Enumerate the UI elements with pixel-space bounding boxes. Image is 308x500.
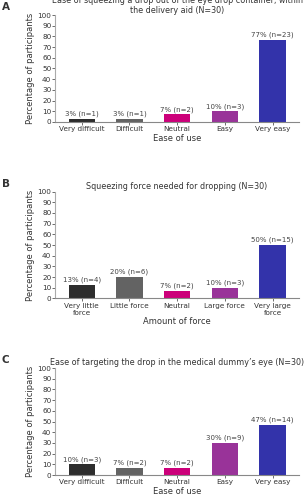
- Y-axis label: Percentage of participants: Percentage of participants: [26, 190, 34, 300]
- Text: 10% (n=3): 10% (n=3): [206, 103, 244, 110]
- Bar: [116, 119, 143, 122]
- Text: 47% (n=14): 47% (n=14): [251, 416, 294, 423]
- Bar: [164, 291, 190, 298]
- Y-axis label: Percentage of participants: Percentage of participants: [26, 13, 34, 124]
- Bar: [69, 284, 95, 298]
- Text: 30% (n=9): 30% (n=9): [206, 435, 244, 442]
- Y-axis label: Percentage of participants: Percentage of participants: [26, 366, 34, 477]
- Bar: [69, 119, 95, 122]
- Text: 3% (n=1): 3% (n=1): [65, 110, 99, 117]
- Bar: [116, 277, 143, 298]
- Bar: [116, 468, 143, 475]
- Text: 20% (n=6): 20% (n=6): [110, 269, 148, 276]
- Text: 10% (n=3): 10% (n=3): [63, 456, 101, 462]
- Text: 77% (n=23): 77% (n=23): [251, 32, 294, 38]
- Text: C: C: [2, 355, 10, 365]
- Bar: [164, 468, 190, 475]
- Bar: [212, 443, 238, 475]
- Text: 50% (n=15): 50% (n=15): [251, 237, 294, 244]
- Text: 13% (n=4): 13% (n=4): [63, 276, 101, 283]
- Text: 3% (n=1): 3% (n=1): [112, 110, 146, 117]
- Text: 7% (n=2): 7% (n=2): [113, 460, 146, 466]
- Bar: [69, 464, 95, 475]
- Bar: [259, 245, 286, 298]
- Text: A: A: [2, 2, 10, 12]
- Bar: [212, 112, 238, 122]
- Bar: [212, 288, 238, 298]
- Bar: [259, 40, 286, 122]
- Bar: [259, 424, 286, 475]
- X-axis label: Ease of use: Ease of use: [153, 134, 201, 142]
- Text: 7% (n=2): 7% (n=2): [160, 460, 194, 466]
- X-axis label: Ease of use: Ease of use: [153, 486, 201, 496]
- Text: B: B: [2, 178, 10, 188]
- Text: 10% (n=3): 10% (n=3): [206, 280, 244, 286]
- Text: 7% (n=2): 7% (n=2): [160, 106, 194, 113]
- Bar: [164, 114, 190, 122]
- Title: Squeezing force needed for dropping (N=30): Squeezing force needed for dropping (N=3…: [87, 182, 268, 190]
- X-axis label: Amount of force: Amount of force: [143, 317, 211, 326]
- Text: 7% (n=2): 7% (n=2): [160, 283, 194, 290]
- Title: Ease of targeting the drop in the medical dummy’s eye (N=30): Ease of targeting the drop in the medica…: [50, 358, 304, 367]
- Title: Ease of squeezing a drop out of the eye drop container, within the delivery aid : Ease of squeezing a drop out of the eye …: [52, 0, 302, 15]
